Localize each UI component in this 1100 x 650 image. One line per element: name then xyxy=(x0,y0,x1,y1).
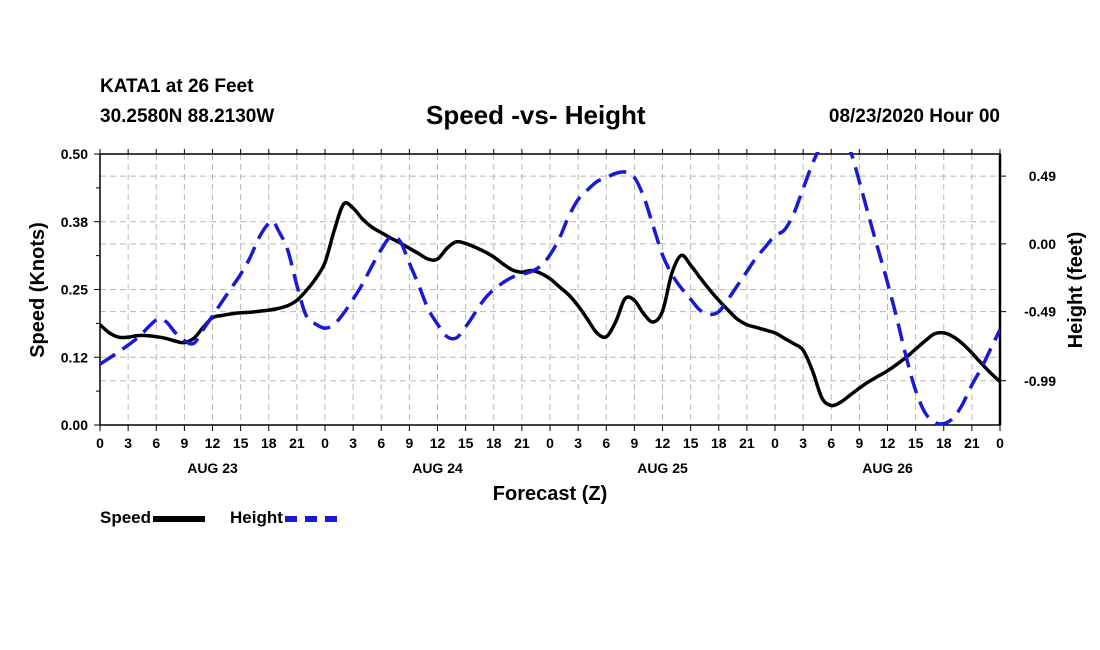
y-tick-label: 0.00 xyxy=(61,417,88,433)
station-title: KATA1 at 26 Feet xyxy=(100,76,254,97)
x-tick-label: 18 xyxy=(936,435,952,451)
x-tick-label: 6 xyxy=(377,435,385,451)
y2-axis-title: Height (feet) xyxy=(1065,232,1087,349)
x-tick-label: 6 xyxy=(827,435,835,451)
x-tick-label: 0 xyxy=(546,435,554,451)
x-tick-label: 12 xyxy=(880,435,896,451)
x-tick-label: 12 xyxy=(430,435,446,451)
legend-height-swatch xyxy=(284,515,337,522)
x-tick-label: 21 xyxy=(964,435,980,451)
y2-tick-label: -0.49 xyxy=(1024,304,1056,320)
x-tick-label: 3 xyxy=(574,435,582,451)
x-tick-label: 0 xyxy=(321,435,329,451)
x-tick-label: 15 xyxy=(908,435,924,451)
x-tick-label: 21 xyxy=(739,435,755,451)
x-tick-label: 6 xyxy=(152,435,160,451)
y-tick-label: 0.38 xyxy=(61,214,88,230)
y2-tick-label: -0.99 xyxy=(1024,373,1056,389)
forecast-datetime: 08/23/2020 Hour 00 xyxy=(828,106,1000,127)
y2-tick-label: 0.00 xyxy=(1029,236,1056,252)
x-tick-label: 15 xyxy=(458,435,474,451)
x-tick-label: 18 xyxy=(261,435,277,451)
legend-height-label: Height xyxy=(230,508,283,527)
x-tick-label: 21 xyxy=(514,435,530,451)
x-tick-label: 3 xyxy=(124,435,132,451)
x-tick-label: 21 xyxy=(289,435,305,451)
y2-tick-label: 0.49 xyxy=(1029,168,1056,184)
x-tick-label: 3 xyxy=(799,435,807,451)
legend-speed: Speed xyxy=(100,508,206,528)
x-tick-label: 15 xyxy=(233,435,249,451)
x-tick-label: 9 xyxy=(630,435,638,451)
legend-speed-label: Speed xyxy=(100,508,152,527)
y-tick-label: 0.50 xyxy=(61,146,88,162)
x-tick-label: 0 xyxy=(771,435,779,451)
x-tick-label: 6 xyxy=(602,435,610,451)
x-tick-label: 9 xyxy=(180,435,188,451)
x-tick-label: 0 xyxy=(96,435,104,451)
day-label: AUG 26 xyxy=(862,460,913,476)
y-axis-title: Speed (Knots) xyxy=(27,222,49,358)
x-tick-label: 18 xyxy=(711,435,727,451)
x-tick-label: 15 xyxy=(683,435,699,451)
x-tick-label: 9 xyxy=(405,435,413,451)
day-label: AUG 23 xyxy=(187,460,238,476)
y-tick-label: 0.25 xyxy=(61,282,88,298)
day-label: AUG 24 xyxy=(412,460,463,476)
legend-height: Height xyxy=(230,508,337,528)
x-tick-label: 18 xyxy=(486,435,502,451)
chart-title: Speed -vs- Height xyxy=(426,100,646,130)
x-tick-label: 12 xyxy=(655,435,671,451)
speed-series-line xyxy=(100,200,1000,408)
x-tick-label: 3 xyxy=(349,435,357,451)
legend-speed-swatch xyxy=(153,515,206,522)
y-tick-label: 0.12 xyxy=(61,349,88,365)
x-axis-title: Forecast (Z) xyxy=(493,483,607,505)
x-tick-label: 9 xyxy=(855,435,863,451)
station-coordinates: 30.2580N 88.2130W xyxy=(100,106,275,127)
x-tick-label: 0 xyxy=(996,435,1004,451)
day-label: AUG 25 xyxy=(637,460,688,476)
x-tick-label: 12 xyxy=(205,435,221,451)
height-series-line xyxy=(100,152,1000,426)
